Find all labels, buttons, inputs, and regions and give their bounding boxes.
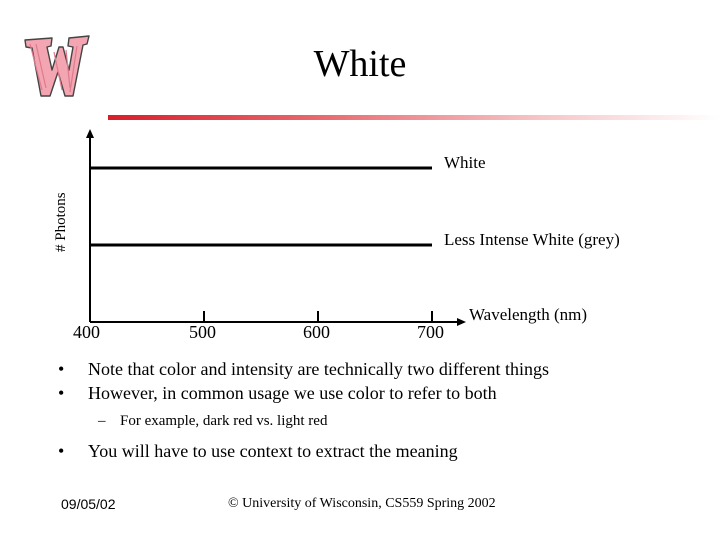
bullet-text: However, in common usage we use color to…	[88, 383, 497, 403]
x-tick-label-400: 400	[73, 322, 100, 342]
bullet-dot: •	[58, 383, 65, 403]
slide-title: White	[313, 43, 407, 85]
bullet-text: You will have to use context to extract …	[88, 441, 458, 461]
bullet-item: • Note that color and intensity are tech…	[58, 357, 549, 381]
y-axis-arrow	[86, 129, 94, 138]
x-axis-label: Wavelength (nm)	[469, 305, 588, 324]
x-tick-label-600: 600	[303, 322, 330, 342]
series-label-1: Less Intense White (grey)	[444, 230, 620, 249]
y-axis-label: # Photons	[53, 192, 69, 252]
series-label-0: White	[444, 153, 486, 172]
bullet-dot: •	[58, 359, 65, 379]
bullet-item: • However, in common usage we use color …	[58, 381, 549, 405]
bullet-item: • You will have to use context to extrac…	[58, 439, 549, 463]
university-w-logo	[24, 35, 90, 97]
x-tick-label-700: 700	[417, 322, 444, 342]
x-axis-arrow	[457, 318, 466, 326]
footer-copyright: © University of Wisconsin, CS559 Spring …	[228, 496, 496, 511]
bullet-dot: •	[58, 441, 65, 461]
footer-date: 09/05/02	[61, 496, 116, 512]
sub-bullet-dash: –	[98, 413, 106, 429]
bullet-list: • Note that color and intensity are tech…	[58, 357, 549, 463]
sub-bullet-item: – For example, dark red vs. light red	[58, 411, 549, 431]
x-tick-label-500: 500	[189, 322, 216, 342]
sub-bullet-text: For example, dark red vs. light red	[120, 413, 328, 429]
bullet-text: Note that color and intensity are techni…	[88, 359, 550, 379]
title-rule	[108, 115, 720, 120]
